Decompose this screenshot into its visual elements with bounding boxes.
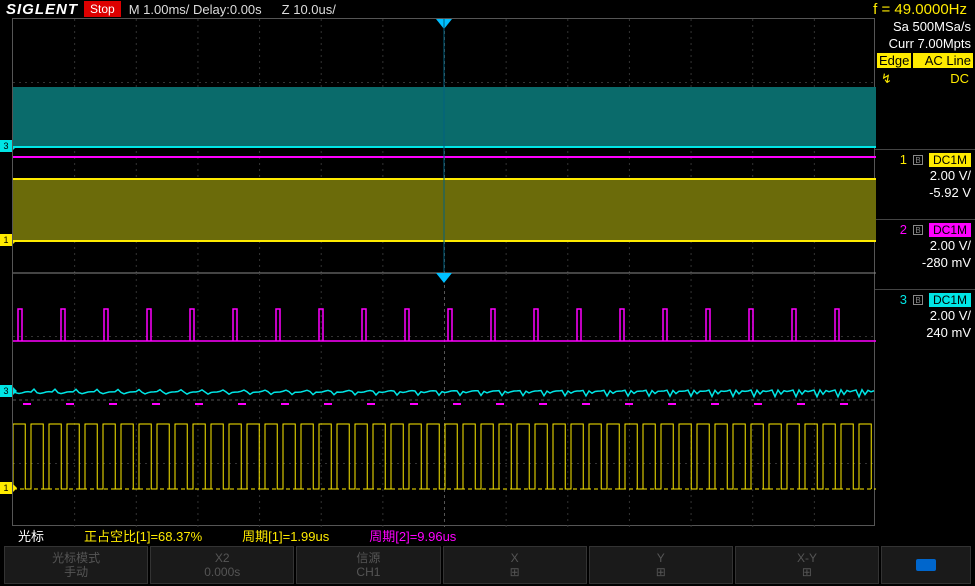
- ch-marker-3: 3: [0, 140, 12, 152]
- bottom-menu: 光标模式手动X20.000s信源CH1X⊞Y⊞X-Y⊞: [0, 544, 975, 586]
- mem-depth: Curr 7.00Mpts: [875, 35, 975, 52]
- top-bar: SIGLENT Stop M 1.00ms/ Delay:0.00s Z 10.…: [0, 0, 975, 18]
- channel-3-scale: 2.00 V/: [875, 307, 975, 324]
- ch-marker-1: 1: [0, 482, 12, 494]
- menu-btn-1[interactable]: X20.000s: [150, 546, 294, 584]
- channel-1-header[interactable]: 1BDC1M: [875, 149, 975, 167]
- run-status[interactable]: Stop: [84, 1, 121, 17]
- channel-1-scale: 2.00 V/: [875, 167, 975, 184]
- menu-btn-5[interactable]: X-Y⊞: [735, 546, 879, 584]
- channel-2-offset: -280 mV: [875, 254, 975, 271]
- slope-icon: ↯: [881, 71, 892, 87]
- usb-icon: [916, 559, 936, 571]
- logo: SIGLENT: [0, 1, 84, 18]
- freq-counter: f = 49.0000Hz: [873, 1, 975, 18]
- trigger-slope[interactable]: ↯ DC: [875, 69, 975, 89]
- timebase: M 1.00ms/ Delay:0.00s: [129, 2, 262, 17]
- channel-3-header[interactable]: 3BDC1M: [875, 289, 975, 307]
- trig-mode-label: Edge: [877, 53, 911, 68]
- channel-2-header[interactable]: 2BDC1M: [875, 219, 975, 237]
- menu-btn-0[interactable]: 光标模式手动: [4, 546, 148, 584]
- waveform-svg: [13, 19, 876, 527]
- waveform-area[interactable]: [12, 18, 875, 526]
- menu-btn-3[interactable]: X⊞: [443, 546, 587, 584]
- sample-rate: Sa 500MSa/s: [875, 18, 975, 35]
- trig-coupling: DC: [950, 71, 969, 87]
- meas-period1: 周期[1]=1.99us: [242, 526, 329, 545]
- cursor-title: 光标: [18, 526, 44, 545]
- measurement-bar: 光标 正占空比[1]=68.37% 周期[1]=1.99us 周期[2]=9.9…: [0, 526, 975, 544]
- zoom-timebase: Z 10.0us/: [282, 2, 336, 17]
- menu-btn-2[interactable]: 信源CH1: [296, 546, 440, 584]
- menu-btn-6[interactable]: [881, 546, 971, 584]
- channel-2-scale: 2.00 V/: [875, 237, 975, 254]
- menu-btn-4[interactable]: Y⊞: [589, 546, 733, 584]
- trigger-mode[interactable]: Edge AC Line: [875, 52, 975, 69]
- main-area: 3 1 3 1 Sa 500MSa/s Curr 7.00Mpts Edge AC L…: [0, 18, 975, 526]
- channel-3-offset: 240 mV: [875, 324, 975, 341]
- channel-1-offset: -5.92 V: [875, 184, 975, 201]
- ch-marker-3: 3: [0, 385, 12, 397]
- trig-source-label: AC Line: [913, 53, 973, 68]
- meas-duty: 正占空比[1]=68.37%: [84, 526, 202, 545]
- ch-marker-1: 1: [0, 234, 12, 246]
- meas-period2: 周期[2]=9.96us: [369, 526, 456, 545]
- side-panel: Sa 500MSa/s Curr 7.00Mpts Edge AC Line ↯…: [875, 18, 975, 526]
